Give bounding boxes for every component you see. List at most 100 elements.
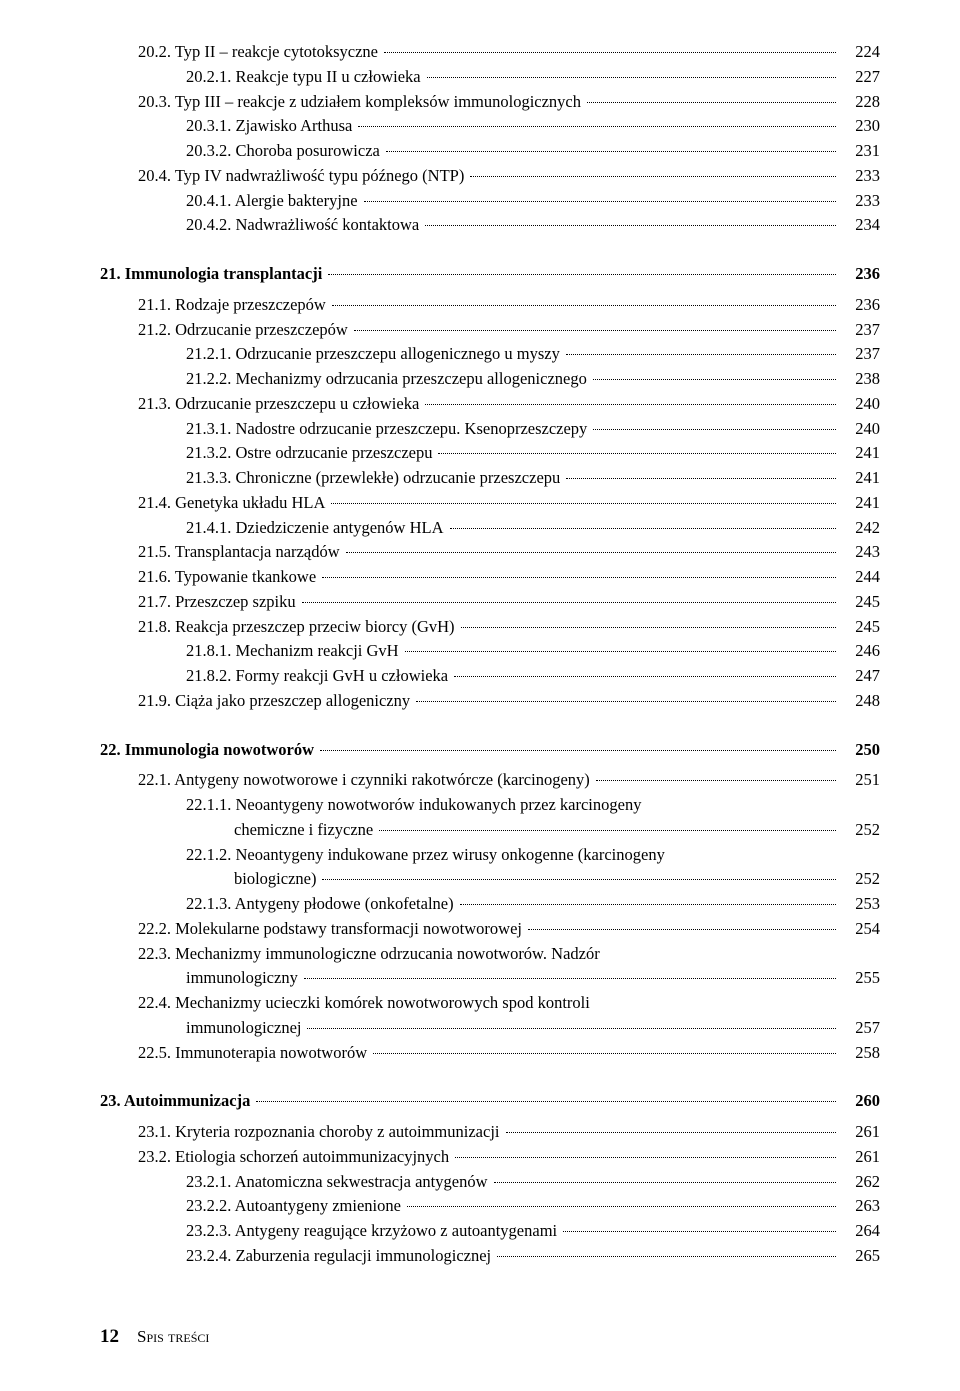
toc-entry-page: 238 [838,367,880,392]
toc-entry-label: 20.2. Typ II – reakcje cytotoksyczne [138,40,382,65]
toc-dot-leader [587,102,836,103]
toc-dot-leader [256,1101,836,1102]
page-footer: 12 Spis treści [100,1323,880,1352]
toc-entry: 23. Autoimmunizacja260 [100,1089,880,1114]
toc-entry: 20.4. Typ IV nadwrażliwość typu późnego … [100,164,880,189]
toc-dot-leader [328,274,836,275]
toc-entry: 21.2.1. Odrzucanie przeszczepu allogenic… [100,342,880,367]
toc-entry: 21.9. Ciąża jako przeszczep allogeniczny… [100,689,880,714]
toc-entry: 23.2. Etiologia schorzeń autoimmunizacyj… [100,1145,880,1170]
toc-entry-label: 20.4.1. Alergie bakteryjne [186,189,362,214]
toc-entry: 23.2.3. Antygeny reagujące krzyżowo z au… [100,1219,880,1244]
toc-entry: 21.8.2. Formy reakcji GvH u człowieka247 [100,664,880,689]
toc-dot-leader [332,305,836,306]
toc-entry: 20.4.1. Alergie bakteryjne233 [100,189,880,214]
toc-dot-leader [386,151,836,152]
toc-entry-page: 243 [838,540,880,565]
toc-entry: 21.5. Transplantacja narządów 243 [100,540,880,565]
toc-entry-label: 21.7. Przeszczep szpiku [138,590,300,615]
toc-dot-leader [407,1206,836,1207]
toc-entry-page: 237 [838,318,880,343]
toc-entry-label: 23.2.4. Zaburzenia regulacji immunologic… [186,1244,495,1269]
toc-entry-label: 22.1. Antygeny nowotworowe i czynniki ra… [138,768,594,793]
toc-entry: 21. Immunologia transplantacji 236 [100,262,880,287]
toc-dot-leader [322,577,836,578]
toc-dot-leader [416,701,836,702]
table-of-contents: 20.2. Typ II – reakcje cytotoksyczne2242… [100,40,880,1269]
toc-entry-page: 253 [838,892,880,917]
toc-entry: 20.2.1. Reakcje typu II u człowieka 227 [100,65,880,90]
toc-entry: 22. Immunologia nowotworów250 [100,738,880,763]
toc-dot-leader [373,1053,836,1054]
toc-dot-leader [566,478,836,479]
toc-entry: 23.2.2. Autoantygeny zmienione263 [100,1194,880,1219]
toc-entry: 21.1. Rodzaje przeszczepów236 [100,293,880,318]
toc-entry: 20.3.1. Zjawisko Arthusa230 [100,114,880,139]
toc-entry-page: 246 [838,639,880,664]
toc-entry: 20.4.2. Nadwrażliwość kontaktowa 234 [100,213,880,238]
toc-entry: 22.1. Antygeny nowotworowe i czynniki ra… [100,768,880,793]
toc-entry: 22.4. Mechanizmy ucieczki komórek nowotw… [100,991,880,1041]
toc-dot-leader [563,1231,836,1232]
toc-entry-page: 245 [838,590,880,615]
toc-dot-leader [470,176,836,177]
toc-entry-label: 23.2.1. Anatomiczna sekwestracja antygen… [186,1170,492,1195]
toc-entry-label: 22.3. Mechanizmy immunologiczne odrzucan… [138,942,604,967]
toc-entry-page: 261 [838,1145,880,1170]
toc-entry-page: 241 [838,491,880,516]
toc-entry-label: 22.1.2. Neoantygeny indukowane przez wir… [186,843,669,868]
toc-entry-page: 264 [838,1219,880,1244]
toc-entry-label: 21.8. Reakcja przeszczep przeciw biorcy … [138,615,459,640]
toc-entry-page: 230 [838,114,880,139]
toc-entry: 21.2.2. Mechanizmy odrzucania przeszczep… [100,367,880,392]
toc-entry-label: 21. Immunologia transplantacji [100,262,326,287]
toc-entry-page: 228 [838,90,880,115]
toc-entry: 23.2.1. Anatomiczna sekwestracja antygen… [100,1170,880,1195]
toc-entry: 20.2. Typ II – reakcje cytotoksyczne224 [100,40,880,65]
footer-page-number: 12 [100,1323,119,1352]
toc-dot-leader [320,750,836,751]
toc-entry-page: 237 [838,342,880,367]
toc-dot-leader [405,651,836,652]
toc-dot-leader [425,404,836,405]
toc-dot-leader [454,676,836,677]
toc-entry: 21.2. Odrzucanie przeszczepów237 [100,318,880,343]
toc-entry-label: immunologicznej [186,1016,305,1041]
toc-entry-label: 23.2.3. Antygeny reagujące krzyżowo z au… [186,1219,561,1244]
toc-entry: 20.3. Typ III – reakcje z udziałem kompl… [100,90,880,115]
toc-entry-label: 22.1.1. Neoantygeny nowotworów indukowan… [186,793,645,818]
toc-entry-label: 21.3.1. Nadostre odrzucanie przeszczepu.… [186,417,591,442]
toc-dot-leader [346,552,836,553]
toc-entry: 21.8.1. Mechanizm reakcji GvH 246 [100,639,880,664]
toc-entry-label: 22. Immunologia nowotworów [100,738,318,763]
toc-dot-leader [494,1182,837,1183]
toc-entry-label: 21.9. Ciąża jako przeszczep allogeniczny [138,689,414,714]
toc-entry-page: 261 [838,1120,880,1145]
toc-entry-page: 234 [838,213,880,238]
footer-title: Spis treści [137,1324,209,1350]
toc-entry-page: 252 [838,818,880,843]
toc-dot-leader [460,904,836,905]
toc-entry-label: 20.2.1. Reakcje typu II u człowieka [186,65,425,90]
toc-entry-label: 20.4. Typ IV nadwrażliwość typu późnego … [138,164,468,189]
toc-dot-leader [358,126,836,127]
toc-entry-label: 21.8.1. Mechanizm reakcji GvH [186,639,403,664]
toc-entry-page: 236 [838,262,880,287]
toc-entry-label: 21.5. Transplantacja narządów [138,540,344,565]
toc-dot-leader [566,354,836,355]
toc-entry-label: 20.4.2. Nadwrażliwość kontaktowa [186,213,423,238]
toc-entry-page: 260 [838,1089,880,1114]
toc-entry-label: 22.1.3. Antygeny płodowe (onkofetalne) [186,892,458,917]
toc-entry: 22.1.3. Antygeny płodowe (onkofetalne) 25… [100,892,880,917]
toc-dot-leader [307,1028,836,1029]
toc-entry: 21.3.2. Ostre odrzucanie przeszczepu241 [100,441,880,466]
toc-dot-leader [331,503,836,504]
toc-entry-label: 21.1. Rodzaje przeszczepów [138,293,330,318]
toc-entry-page: 263 [838,1194,880,1219]
toc-entry-page: 227 [838,65,880,90]
toc-dot-leader [364,201,836,202]
toc-entry-page: 258 [838,1041,880,1066]
toc-entry-page: 233 [838,164,880,189]
toc-entry-label: 21.2.2. Mechanizmy odrzucania przeszczep… [186,367,591,392]
toc-dot-leader [302,602,836,603]
